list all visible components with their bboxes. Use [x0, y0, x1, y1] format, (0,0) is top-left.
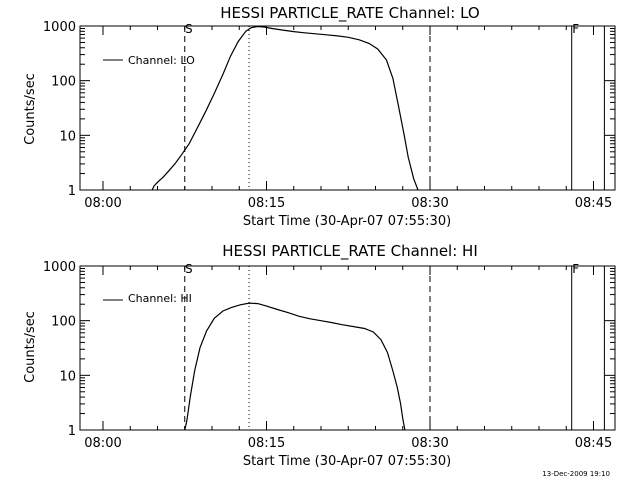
y-tick-label: 1	[68, 184, 76, 199]
chart-title: HESSI PARTICLE_RATE Channel: LO	[220, 4, 479, 23]
legend-entry: Channel: LO	[128, 54, 195, 67]
y-tick-label: 100	[51, 315, 76, 330]
y-tick-label: 1000	[43, 20, 76, 35]
x-tick-label: 08:30	[411, 196, 448, 211]
x-tick-label: 08:15	[248, 436, 285, 451]
y-axis-label: Counts/sec	[23, 311, 38, 383]
plot-frame	[79, 265, 616, 431]
x-axis-label: Start Time (30-Apr-07 07:55:30)	[243, 454, 451, 469]
x-tick-label: 08:45	[575, 196, 612, 211]
footer-timestamp: 13-Dec-2009 19:10	[542, 470, 610, 478]
series-line	[184, 302, 406, 431]
x-tick-label: 08:00	[84, 196, 121, 211]
chart-marks: 110100100008:0008:1508:3008:4509:0009:15…	[43, 260, 616, 451]
x-tick-label: 08:30	[411, 436, 448, 451]
event-marker-label: S	[185, 262, 193, 276]
x-tick-label: 08:45	[575, 436, 612, 451]
y-tick-label: 1	[68, 424, 76, 439]
x-tick-label: 08:15	[248, 196, 285, 211]
chart-panel-lo: HESSI PARTICLE_RATE Channel: LO Counts/s…	[23, 4, 616, 229]
y-tick-label: 10	[59, 129, 76, 144]
event-marker-label: F	[572, 262, 579, 276]
series-line	[151, 25, 419, 191]
x-tick-label: 08:00	[84, 436, 121, 451]
chart-marks: 110100100008:0008:1508:3008:4509:0009:15…	[43, 20, 616, 211]
chart-title: HESSI PARTICLE_RATE Channel: HI	[222, 242, 478, 261]
chart-panel-hi: HESSI PARTICLE_RATE Channel: HI Counts/s…	[23, 242, 616, 469]
plot-frame	[79, 25, 616, 191]
y-tick-label: 1000	[43, 260, 76, 275]
y-axis-label: Counts/sec	[23, 73, 38, 145]
x-axis-label: Start Time (30-Apr-07 07:55:30)	[243, 214, 451, 229]
legend-entry: Channel: HI	[128, 292, 192, 305]
event-marker-label: S	[185, 22, 193, 36]
y-tick-label: 100	[51, 75, 76, 90]
y-tick-label: 10	[59, 369, 76, 384]
event-marker-label: F	[572, 22, 579, 36]
